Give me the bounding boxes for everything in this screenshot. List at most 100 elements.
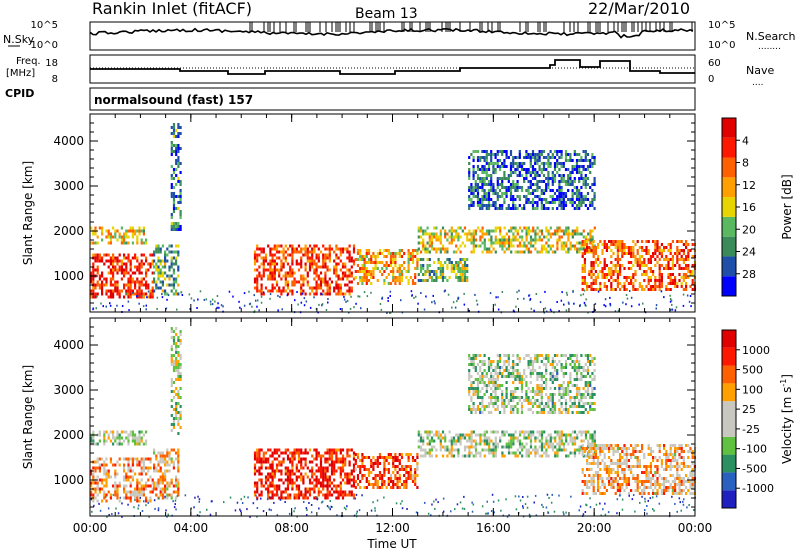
data-cell: [554, 439, 557, 443]
data-cell: [468, 372, 471, 375]
data-cell: [172, 210, 176, 213]
data-cell: [592, 288, 595, 291]
data-cell: [588, 249, 591, 252]
scatter-point: [515, 305, 517, 308]
data-cell: [286, 454, 290, 458]
data-cell: [164, 253, 167, 257]
data-cell: [584, 454, 588, 458]
data-cell: [381, 486, 384, 489]
data-cell: [567, 442, 570, 446]
data-cell: [407, 453, 410, 456]
data-cell: [363, 465, 366, 468]
scatter-point: [327, 298, 329, 300]
data-cell: [485, 156, 488, 159]
data-cell: [485, 162, 488, 165]
data-cell: [444, 276, 447, 279]
data-cell: [286, 448, 290, 452]
data-cell: [567, 226, 570, 230]
data-cell: [112, 274, 115, 278]
data-cell: [593, 180, 596, 183]
data-cell: [101, 256, 104, 260]
data-cell: [317, 490, 320, 494]
data-cell: [667, 288, 670, 291]
data-cell: [328, 247, 331, 251]
data-cell: [448, 451, 451, 455]
data-cell: [352, 454, 356, 458]
data-cell: [166, 481, 169, 485]
data-cell: [560, 198, 563, 201]
data-cell: [641, 285, 644, 288]
data-cell: [623, 243, 626, 246]
data-cell: [344, 481, 347, 485]
data-cell: [474, 232, 478, 236]
data-cell: [494, 393, 497, 396]
data-cell: [571, 244, 574, 248]
data-cell: [378, 474, 382, 477]
data-cell: [172, 150, 176, 153]
y-tick-label: 3000: [53, 179, 84, 193]
data-cell: [623, 246, 626, 249]
data-cell: [430, 436, 434, 440]
data-cell: [499, 226, 502, 230]
data-cell: [367, 471, 371, 474]
data-cell: [376, 474, 379, 477]
data-cell: [164, 250, 167, 254]
data-cell: [592, 261, 595, 264]
data-cell: [367, 456, 371, 459]
data-cell: [129, 496, 132, 500]
data-cell: [138, 265, 141, 269]
data-cell: [560, 156, 563, 159]
data-cell: [584, 436, 588, 440]
data-cell: [118, 295, 121, 299]
data-cell: [520, 402, 524, 405]
data-cell: [280, 463, 283, 467]
data-cell: [616, 285, 619, 288]
scatter-point: [497, 308, 500, 311]
data-cell: [161, 259, 164, 263]
data-cell: [264, 481, 268, 485]
data-cell: [359, 459, 362, 462]
data-cell: [553, 180, 557, 183]
data-cell: [403, 267, 406, 270]
data-cell: [363, 258, 366, 261]
data-cell: [319, 250, 323, 254]
data-cell: [419, 439, 423, 443]
data-cell: [487, 357, 491, 360]
data-cell: [306, 253, 309, 257]
data-cell: [131, 460, 134, 464]
data-cell: [578, 171, 581, 174]
data-cell: [293, 493, 296, 497]
data-cell: [134, 442, 137, 446]
data-cell: [470, 360, 473, 363]
data-cell: [503, 430, 506, 434]
data-cell: [536, 189, 539, 192]
scatter-point: [353, 306, 355, 309]
data-cell: [96, 259, 99, 263]
data-cell: [468, 198, 471, 201]
data-cell: [466, 235, 469, 239]
data-cell: [172, 168, 176, 171]
data-cell: [350, 271, 353, 275]
data-cell: [470, 408, 473, 411]
data-cell: [435, 454, 438, 458]
data-cell: [439, 273, 442, 276]
data-cell: [658, 246, 661, 249]
data-cell: [560, 430, 563, 434]
scatter-point: [339, 308, 342, 310]
data-cell: [157, 451, 160, 455]
data-cell: [297, 493, 301, 497]
data-cell: [516, 244, 519, 248]
data-cell: [280, 472, 283, 476]
data-cell: [166, 463, 169, 467]
data-cell: [476, 159, 480, 162]
data-cell: [551, 201, 554, 204]
data-cell: [396, 486, 399, 489]
data-cell: [269, 289, 272, 293]
data-cell: [322, 475, 325, 479]
data-cell: [441, 270, 445, 273]
scatter-point: [688, 300, 691, 303]
data-cell: [527, 171, 530, 174]
data-cell: [481, 186, 484, 189]
data-cell: [175, 225, 178, 228]
data-cell: [172, 135, 176, 138]
